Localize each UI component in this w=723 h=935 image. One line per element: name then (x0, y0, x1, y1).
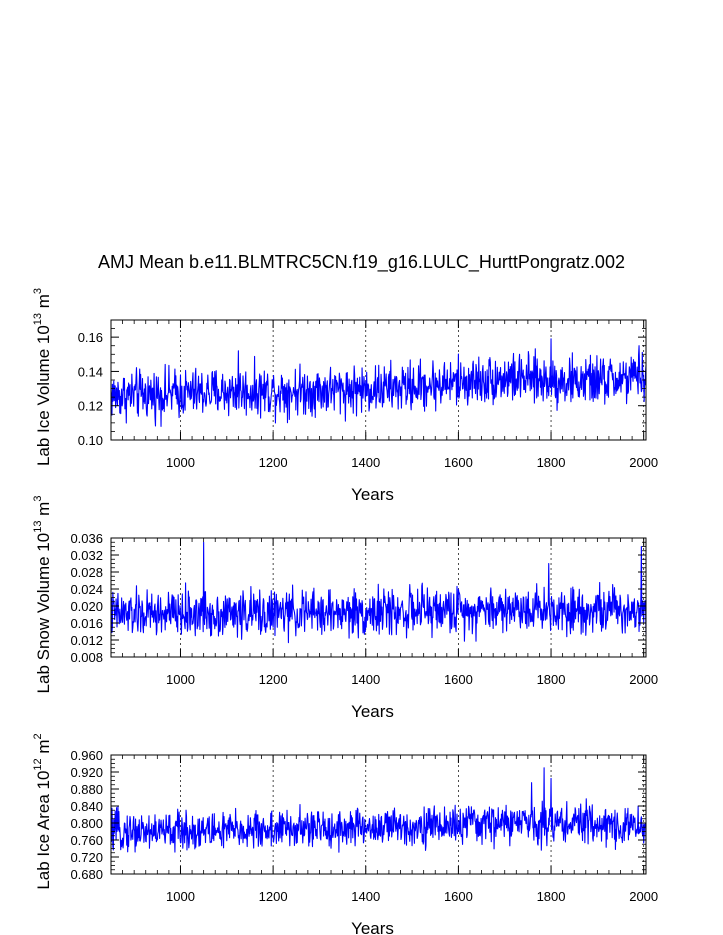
x-tick-label: 2000 (629, 455, 658, 470)
x-tick-label: 1200 (259, 672, 288, 687)
y-tick-label: 0.960 (70, 748, 103, 763)
y-axis-title-main: Lab Ice Area 10 (34, 771, 53, 890)
y-axis-title-main: Lab Snow Volume 10 (34, 533, 53, 694)
x-tick-label: 2000 (629, 672, 658, 687)
y-tick-label: 0.016 (70, 616, 103, 631)
y-tick-label: 0.12 (78, 399, 103, 414)
y-tick-label: 0.032 (70, 548, 103, 563)
chart-title: AMJ Mean b.e11.BLMTRC5CN.f19_g16.LULC_Hu… (98, 252, 625, 272)
y-axis-title-main: Lab Ice Volume 10 (34, 325, 53, 466)
y-axis-title-unit: m (34, 502, 53, 521)
y-axis-title-unit: m (34, 294, 53, 313)
x-tick-label: 2000 (629, 889, 658, 904)
x-tick-label: 1800 (537, 455, 566, 470)
x-tick-label: 1600 (444, 889, 473, 904)
y-tick-label: 0.012 (70, 633, 103, 648)
x-tick-label: 1200 (259, 889, 288, 904)
y-axis-title: Lab Ice Area 1012 m2 (32, 733, 53, 889)
y-axis-title: Lab Ice Volume 1013 m3 (32, 288, 53, 466)
y-tick-label: 0.720 (70, 850, 103, 865)
x-tick-label: 1400 (351, 672, 380, 687)
x-axis-title: Years (351, 485, 394, 504)
y-axis-title-exponent: 12 (32, 758, 44, 770)
y-tick-label: 0.880 (70, 782, 103, 797)
panel-ice-volume: 1000 1200 1400 1600 1800 2000 0.10 0.12 0.14 0.16… (32, 288, 658, 504)
y-tick-label: 0.680 (70, 867, 103, 882)
y-tick-label: 0.14 (78, 364, 103, 379)
y-tick-label: 0.16 (78, 330, 103, 345)
data-series-line (110, 541, 647, 644)
x-tick-label: 1200 (259, 455, 288, 470)
y-tick-label: 0.10 (78, 433, 103, 448)
y-axis-title-unit-exponent: 3 (32, 496, 44, 502)
y-axis-title-exponent: 13 (32, 521, 44, 533)
x-tick-label: 1800 (537, 889, 566, 904)
x-axis-title: Years (351, 919, 394, 935)
y-axis-title-unit-exponent: 2 (32, 733, 44, 739)
y-axis-title: Lab Snow Volume 1013 m3 (32, 496, 53, 694)
y-tick-label: 0.800 (70, 816, 103, 831)
y-tick-label: 0.760 (70, 833, 103, 848)
y-tick-label: 0.840 (70, 799, 103, 814)
x-tick-label: 1600 (444, 455, 473, 470)
y-tick-label: 0.028 (70, 565, 103, 580)
data-series-line (110, 338, 647, 427)
y-tick-label: 0.920 (70, 765, 103, 780)
x-tick-label: 1400 (351, 455, 380, 470)
y-tick-label: 0.020 (70, 599, 103, 614)
x-axis-title: Years (351, 702, 394, 721)
x-tick-label: 1600 (444, 672, 473, 687)
y-tick-label: 0.008 (70, 650, 103, 665)
x-tick-label: 1000 (166, 672, 195, 687)
x-tick-label: 1000 (166, 889, 195, 904)
panel-snow-volume: 1000 1200 1400 1600 1800 2000 0.008 0.012 0.016 0… (32, 496, 658, 721)
y-tick-label: 0.036 (70, 531, 103, 546)
x-tick-label: 1800 (537, 672, 566, 687)
data-series-line (110, 767, 647, 853)
panel-ice-area: 1000 1200 1400 1600 1800 2000 0.680 0.720 0.760 0… (32, 733, 658, 935)
x-tick-label: 1000 (166, 455, 195, 470)
y-axis-title-unit-exponent: 3 (32, 288, 44, 294)
y-axis-title-exponent: 13 (32, 313, 44, 325)
x-tick-label: 1400 (351, 889, 380, 904)
y-axis-title-unit: m (34, 739, 53, 758)
y-tick-label: 0.024 (70, 582, 103, 597)
